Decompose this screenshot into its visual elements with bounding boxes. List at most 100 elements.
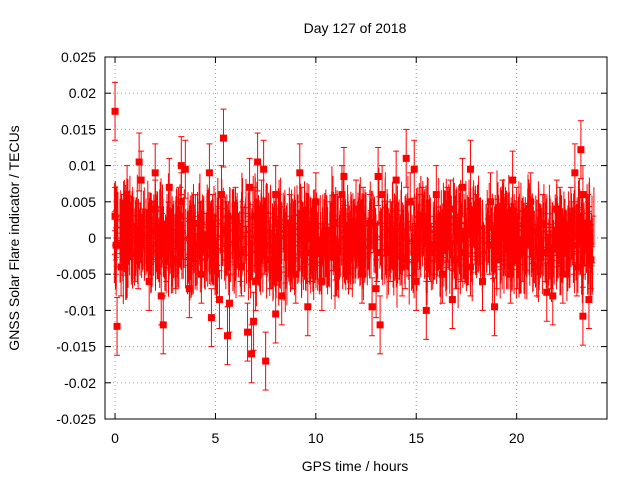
- data-point: [246, 157, 254, 217]
- data-point: [232, 186, 240, 246]
- data-point: [359, 186, 367, 246]
- point-marker: [387, 227, 395, 235]
- point-marker: [151, 169, 159, 177]
- point-marker: [181, 165, 189, 173]
- point-marker: [543, 288, 551, 296]
- point-marker: [292, 270, 300, 278]
- point-marker: [386, 248, 394, 256]
- data-point: [176, 186, 184, 246]
- data-point: [519, 223, 527, 282]
- noise-error-bars: [111, 166, 597, 312]
- point-marker: [312, 198, 320, 206]
- data-point: [120, 194, 128, 253]
- data-point: [278, 266, 286, 326]
- point-marker: [331, 220, 339, 228]
- data-point: [376, 295, 384, 355]
- point-marker: [217, 191, 225, 199]
- data-point: [402, 128, 410, 188]
- data-point: [491, 277, 499, 337]
- x-axis-label: GPS time / hours: [302, 458, 409, 474]
- data-point: [340, 147, 348, 206]
- y-tick-label: 0.01: [69, 158, 96, 174]
- point-marker: [238, 263, 246, 271]
- point-marker: [514, 256, 522, 264]
- point-marker: [123, 191, 131, 199]
- data-point: [571, 143, 579, 203]
- data-point: [171, 230, 179, 290]
- data-point: [446, 179, 454, 239]
- x-axis: 0 5 10 15 20: [111, 57, 525, 446]
- point-marker: [262, 357, 270, 365]
- point-marker: [272, 191, 280, 199]
- dense-noise-band: [111, 166, 597, 312]
- point-marker: [528, 227, 536, 235]
- point-marker: [298, 212, 306, 220]
- point-marker: [248, 350, 256, 358]
- point-marker: [507, 270, 515, 278]
- data-point: [543, 262, 551, 322]
- point-marker: [260, 165, 268, 173]
- point-marker: [332, 263, 340, 271]
- y-axis: -0.025 -0.02 -0.015 -0.01 -0.005 0 0.005 0.01 0.…: [56, 49, 607, 427]
- data-point: [332, 237, 340, 297]
- data-point: [237, 223, 245, 282]
- data-point: [528, 201, 536, 261]
- point-marker: [165, 183, 173, 191]
- data-point: [275, 194, 283, 253]
- point-marker: [412, 277, 420, 285]
- point-marker: [571, 169, 579, 177]
- point-marker: [232, 212, 240, 220]
- data-point: [374, 147, 382, 206]
- data-point: [547, 230, 555, 290]
- data-point: [452, 230, 460, 290]
- data-series: [111, 81, 597, 391]
- data-point: [472, 194, 480, 253]
- point-marker: [491, 303, 499, 311]
- point-marker: [219, 134, 227, 142]
- data-point: [215, 270, 223, 329]
- data-point: [111, 81, 119, 141]
- point-marker: [289, 256, 297, 264]
- data-point: [509, 150, 517, 210]
- point-marker: [549, 292, 557, 300]
- point-marker: [466, 263, 474, 271]
- point-marker: [135, 158, 143, 166]
- data-point: [443, 186, 451, 246]
- point-marker: [194, 241, 202, 249]
- point-marker: [345, 241, 353, 249]
- data-point: [135, 132, 143, 192]
- point-marker: [176, 212, 184, 220]
- point-marker: [151, 205, 159, 213]
- data-point: [304, 277, 312, 337]
- point-marker: [358, 270, 366, 278]
- data-point: [292, 244, 300, 304]
- point-marker: [368, 303, 376, 311]
- data-point: [251, 186, 259, 246]
- data-point: [165, 157, 173, 217]
- data-point: [533, 237, 541, 297]
- data-point: [345, 215, 353, 275]
- point-marker: [340, 172, 348, 180]
- point-marker: [513, 212, 521, 220]
- point-marker: [429, 241, 437, 249]
- data-point: [392, 150, 400, 210]
- data-point: [556, 186, 564, 246]
- point-marker: [438, 270, 446, 278]
- data-point: [373, 223, 381, 282]
- data-point: [577, 120, 585, 180]
- point-marker: [215, 296, 223, 304]
- data-point: [303, 201, 311, 261]
- point-marker: [197, 270, 205, 278]
- point-marker: [579, 312, 587, 320]
- point-marker: [111, 107, 119, 115]
- point-marker: [426, 248, 434, 256]
- data-point: [223, 306, 231, 366]
- point-marker: [171, 256, 179, 264]
- data-point: [317, 223, 325, 282]
- y-tick-label: 0.015: [61, 121, 96, 137]
- point-marker: [509, 176, 517, 184]
- point-marker: [533, 263, 541, 271]
- data-point: [208, 194, 216, 253]
- point-marker: [254, 158, 262, 166]
